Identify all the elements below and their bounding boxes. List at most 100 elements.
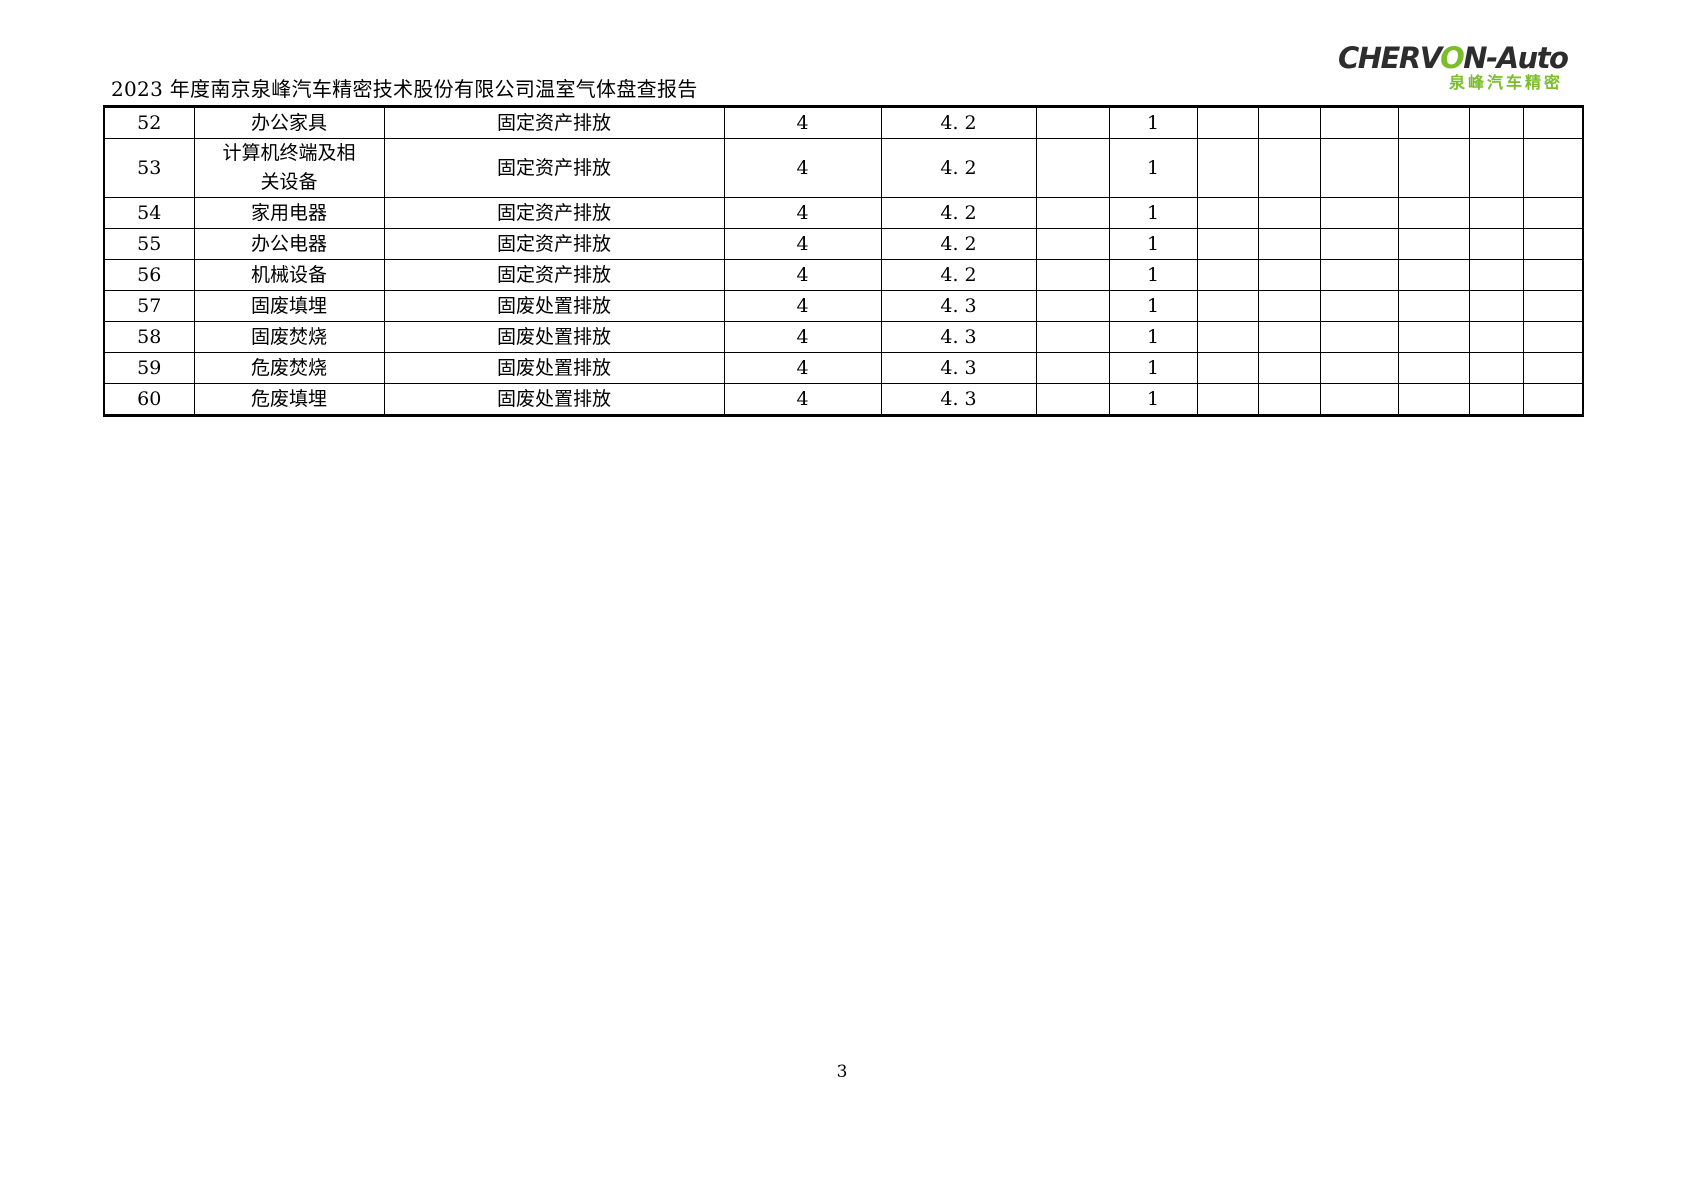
cell-empty bbox=[1257, 197, 1321, 229]
cell-empty bbox=[1319, 197, 1399, 229]
cell-item-name: 机械设备 bbox=[193, 259, 385, 291]
logo-brand-text: CHERVON-Auto bbox=[1338, 41, 1569, 75]
chervon-auto-logo: CHERVON-Auto 泉峰汽车精密 bbox=[1338, 41, 1569, 92]
inventory-table-body: 52 办公家具 固定资产排放 4 4. 2 1 53 计算机终端及相关设备 固定资产排放 4 4. … bbox=[103, 106, 1584, 416]
cell-category: 固定资产排放 bbox=[383, 138, 725, 198]
cell-empty bbox=[1257, 228, 1321, 260]
cell-empty bbox=[1196, 228, 1259, 260]
cell-value-4x: 4. 2 bbox=[880, 259, 1037, 291]
cell-row-number: 58 bbox=[103, 321, 195, 353]
cell-empty bbox=[1522, 383, 1584, 416]
cell-empty bbox=[1319, 321, 1399, 353]
cell-item-name: 办公家具 bbox=[193, 106, 385, 139]
cell-row-number: 56 bbox=[103, 259, 195, 291]
cell-empty bbox=[1196, 259, 1259, 291]
table-row: 52 办公家具 固定资产排放 4 4. 2 1 bbox=[103, 106, 1584, 139]
cell-row-number: 57 bbox=[103, 290, 195, 322]
cell-empty bbox=[1196, 138, 1259, 198]
page-number: 3 bbox=[836, 1062, 848, 1082]
cell-value-4: 4 bbox=[723, 228, 882, 260]
cell-empty bbox=[1522, 259, 1584, 291]
logo-brand-pre: CHERV bbox=[1338, 41, 1442, 75]
cell-empty bbox=[1196, 106, 1259, 139]
cell-empty bbox=[1035, 383, 1110, 416]
cell-empty bbox=[1468, 106, 1524, 139]
page-title: 2023 年度南京泉峰汽车精密技术股份有限公司温室气体盘查报告 bbox=[111, 77, 698, 101]
cell-value-4: 4 bbox=[723, 259, 882, 291]
cell-item-name: 固废填埋 bbox=[193, 290, 385, 322]
cell-empty bbox=[1397, 290, 1470, 322]
cell-empty bbox=[1319, 138, 1399, 198]
cell-empty bbox=[1397, 259, 1470, 291]
cell-value-4: 4 bbox=[723, 197, 882, 229]
table-row: 60 危废填埋 固废处置排放 4 4. 3 1 bbox=[103, 383, 1584, 416]
cell-empty bbox=[1196, 321, 1259, 353]
cell-empty bbox=[1468, 352, 1524, 384]
cell-value-4x: 4. 2 bbox=[880, 106, 1037, 139]
cell-empty bbox=[1522, 228, 1584, 260]
logo-green-o-icon: O bbox=[1440, 41, 1465, 75]
cell-empty bbox=[1468, 138, 1524, 198]
cell-empty bbox=[1397, 321, 1470, 353]
cell-item-name: 危废填埋 bbox=[193, 383, 385, 416]
cell-empty bbox=[1468, 228, 1524, 260]
cell-empty bbox=[1397, 352, 1470, 384]
cell-value-4x: 4. 3 bbox=[880, 290, 1037, 322]
cell-value-4: 4 bbox=[723, 106, 882, 139]
cell-empty bbox=[1397, 383, 1470, 416]
cell-empty bbox=[1035, 290, 1110, 322]
cell-empty bbox=[1035, 106, 1110, 139]
cell-value-4x: 4. 3 bbox=[880, 383, 1037, 416]
cell-empty bbox=[1397, 106, 1470, 139]
logo-subtitle: 泉峰汽车精密 bbox=[1448, 73, 1563, 92]
cell-value-4: 4 bbox=[723, 321, 882, 353]
cell-empty bbox=[1522, 352, 1584, 384]
cell-value-4: 4 bbox=[723, 290, 882, 322]
cell-value-1: 1 bbox=[1108, 138, 1198, 198]
cell-empty bbox=[1468, 383, 1524, 416]
cell-item-name: 办公电器 bbox=[193, 228, 385, 260]
table-row: 54 家用电器 固定资产排放 4 4. 2 1 bbox=[103, 197, 1584, 229]
cell-empty bbox=[1035, 228, 1110, 260]
cell-empty bbox=[1257, 259, 1321, 291]
cell-empty bbox=[1196, 197, 1259, 229]
inventory-table: 52 办公家具 固定资产排放 4 4. 2 1 53 计算机终端及相关设备 固定资产排放 4 4. … bbox=[103, 105, 1584, 417]
cell-empty bbox=[1319, 290, 1399, 322]
cell-value-4: 4 bbox=[723, 138, 882, 198]
cell-row-number: 52 bbox=[103, 106, 195, 139]
cell-empty bbox=[1196, 383, 1259, 416]
cell-empty bbox=[1257, 321, 1321, 353]
cell-empty bbox=[1257, 290, 1321, 322]
cell-empty bbox=[1468, 321, 1524, 353]
cell-empty bbox=[1035, 197, 1110, 229]
table-row: 56 机械设备 固定资产排放 4 4. 2 1 bbox=[103, 259, 1584, 291]
cell-category: 固废处置排放 bbox=[383, 383, 725, 416]
cell-category: 固定资产排放 bbox=[383, 106, 725, 139]
cell-category: 固定资产排放 bbox=[383, 197, 725, 229]
cell-empty bbox=[1035, 259, 1110, 291]
cell-category: 固废处置排放 bbox=[383, 352, 725, 384]
cell-empty bbox=[1319, 383, 1399, 416]
cell-empty bbox=[1522, 321, 1584, 353]
cell-item-name: 危废焚烧 bbox=[193, 352, 385, 384]
cell-value-1: 1 bbox=[1108, 228, 1198, 260]
table-row: 59 危废焚烧 固废处置排放 4 4. 3 1 bbox=[103, 352, 1584, 384]
cell-value-1: 1 bbox=[1108, 321, 1198, 353]
cell-empty bbox=[1522, 106, 1584, 139]
cell-empty bbox=[1319, 228, 1399, 260]
cell-category: 固定资产排放 bbox=[383, 259, 725, 291]
cell-value-4x: 4. 2 bbox=[880, 197, 1037, 229]
cell-empty bbox=[1397, 197, 1470, 229]
cell-empty bbox=[1468, 197, 1524, 229]
cell-value-1: 1 bbox=[1108, 290, 1198, 322]
cell-category: 固定资产排放 bbox=[383, 228, 725, 260]
cell-empty bbox=[1196, 290, 1259, 322]
cell-empty bbox=[1257, 138, 1321, 198]
table-row: 53 计算机终端及相关设备 固定资产排放 4 4. 2 1 bbox=[103, 138, 1584, 198]
cell-value-1: 1 bbox=[1108, 197, 1198, 229]
cell-empty bbox=[1196, 352, 1259, 384]
cell-value-4x: 4. 2 bbox=[880, 138, 1037, 198]
cell-empty bbox=[1397, 228, 1470, 260]
cell-value-1: 1 bbox=[1108, 259, 1198, 291]
cell-row-number: 55 bbox=[103, 228, 195, 260]
